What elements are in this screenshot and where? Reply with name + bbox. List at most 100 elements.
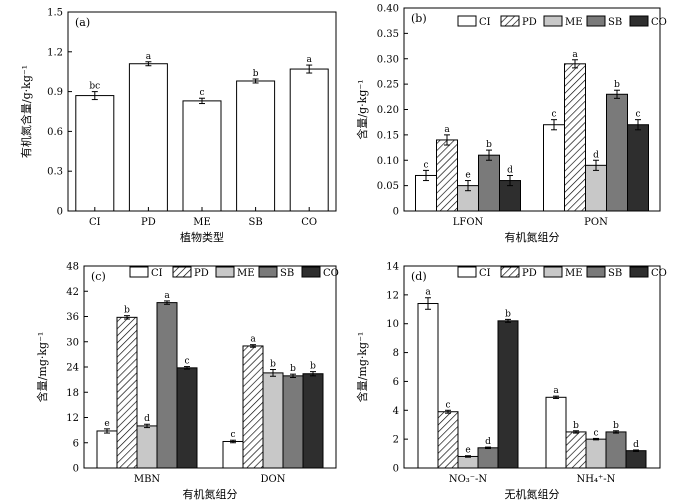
significance-letter: b [505,309,511,319]
y-tick-label: 6 [393,377,399,388]
y-tick-label: 0.05 [377,181,399,192]
legend-swatch [543,266,563,278]
bar [417,303,439,469]
panel-label: (c) [91,270,106,283]
y-tick-label: 12 [66,413,79,424]
bar [436,139,458,212]
y-tick-label: 8 [393,348,399,359]
legend-entry: CI [479,17,491,28]
legend-swatch [629,15,649,27]
x-tick-label: PON [584,217,608,228]
significance-letter: e [465,171,470,181]
bar [625,450,647,469]
y-tick-label: 0 [57,207,63,218]
bar [545,396,567,469]
y-tick-label: 1.2 [47,47,63,58]
significance-letter: c [593,428,598,438]
legend-swatch [629,266,649,278]
legend-swatch [586,266,606,278]
legend-entry: ME [565,17,583,28]
y-tick-label: 24 [66,363,79,374]
x-tick-label: ME [193,217,211,228]
legend-swatch [586,15,606,27]
panel-label: (a) [75,16,90,29]
legend-entry: CO [323,268,339,279]
significance-letter: a [444,125,450,135]
bar [437,411,459,469]
bar [478,154,500,212]
y-tick-label: 18 [66,388,79,399]
y-tick-label: 0.6 [47,127,63,138]
chart-panel-1: 0 0.05 0.10 0.15 0.20 0.25 0.30 0.35 0.40 (b) 含量/g… [355,4,667,245]
significance-letter: c [199,88,204,98]
legend-entry: ME [237,268,255,279]
bar [585,438,607,469]
panel-label: (d) [411,270,427,283]
y-axis-label: 含量/mg·kg⁻¹ [35,332,49,403]
x-tick-label: NH₄⁺-N [577,474,616,485]
y-tick-label: 4 [393,406,399,417]
legend-swatch [172,266,192,278]
significance-letter: c [635,110,640,120]
y-tick-label: 30 [66,337,79,348]
chart-panel-2: 0 6 12 18 24 30 36 42 48 (c) 含量/mg·kg⁻¹ 有机氮组分 e b d a c M… [35,262,339,500]
significance-letter: b [270,360,276,370]
legend-entry: PD [522,17,537,28]
legend-swatch [457,266,477,278]
legend-entry: SB [608,17,622,28]
significance-letter: c [551,110,556,120]
chart-panel-3: 0 2 4 6 8 10 12 14 (d) 含量/mg·kg⁻¹ 无机氮组分 a c e d b NO₃⁻-N… [355,262,667,500]
y-tick-label: 0 [393,464,399,475]
bar [75,95,115,212]
y-tick-label: 0.15 [377,130,399,141]
y-tick-label: 42 [66,287,79,298]
x-axis-label: 有机氮组分 [183,487,238,500]
legend-entry: SB [608,268,622,279]
y-tick-label: 6 [73,438,79,449]
legend-entry: CO [651,17,667,28]
significance-letter: b [486,140,492,150]
x-tick-label: LFON [453,217,484,228]
bar [116,316,138,469]
bar [182,100,222,212]
y-axis-label: 含量/mg·kg⁻¹ [355,332,369,403]
significance-letter: d [485,437,491,447]
y-tick-label: 36 [66,312,79,323]
significance-letter: b [613,421,619,431]
bar [128,63,168,212]
bar [497,320,519,469]
legend-swatch [301,266,321,278]
significance-letter: b [614,80,620,90]
legend-swatch [457,15,477,27]
y-tick-label: 0.20 [377,105,399,116]
legend-entry: CO [651,268,667,279]
legend-entry: CI [479,268,491,279]
bar [176,367,198,469]
y-axis-label: 有机氮含量/g·kg⁻¹ [19,65,33,158]
x-tick-label: PD [141,217,156,228]
legend-swatch [215,266,235,278]
y-tick-label: 0.30 [377,54,399,65]
bar [477,447,499,469]
significance-letter: b [253,69,259,79]
significance-letter: e [465,446,470,456]
bar [457,455,479,469]
y-tick-label: 10 [386,319,399,330]
x-tick-label: SB [248,217,262,228]
bar [627,124,649,212]
bar [564,63,586,212]
legend-swatch [129,266,149,278]
significance-letter: c [184,357,189,367]
x-tick-label: CO [301,217,317,228]
legend-entry: CI [151,268,163,279]
bar [605,431,627,469]
significance-letter: a [146,52,152,62]
significance-letter: b [290,364,296,374]
x-axis-label: 无机氮组分 [505,487,560,500]
legend-swatch [258,266,278,278]
y-tick-label: 0.35 [377,29,399,40]
x-axis-label: 有机氮组分 [505,230,560,244]
significance-letter: b [310,362,316,372]
chart-panel-0: 00.30.60.91.21.5(a)有机氮含量/g·kg⁻¹植物类型bcCIa… [19,8,337,244]
